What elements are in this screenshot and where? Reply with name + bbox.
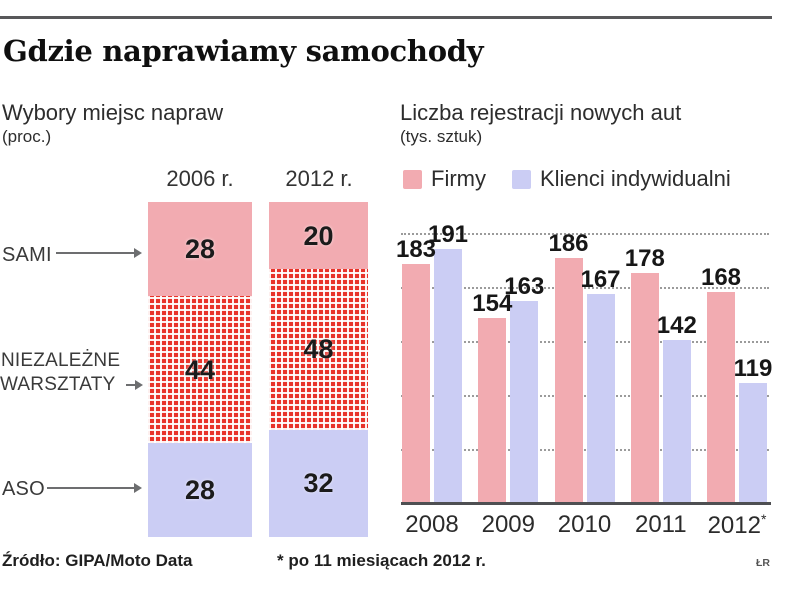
segment-value-sami: 28 bbox=[184, 233, 216, 264]
bar-firmy-2009 bbox=[478, 317, 507, 502]
x-axis-label-2008: 2008 bbox=[405, 511, 459, 538]
bar-firmy-2012 bbox=[707, 291, 735, 502]
gridline bbox=[401, 287, 769, 289]
gridline bbox=[401, 395, 769, 397]
bar-klienci-2012 bbox=[739, 383, 767, 502]
firmy-legend-swatch bbox=[403, 169, 422, 189]
segment-sami-2012 bbox=[269, 202, 368, 269]
row-label-warsztaty: WARSZTATY bbox=[0, 374, 116, 395]
warsztaty-arrow-icon bbox=[135, 380, 143, 390]
asterisk: * bbox=[760, 511, 767, 527]
bar-klienci-2009 bbox=[510, 301, 539, 502]
bar-value-klienci-2008: 191 bbox=[427, 221, 469, 248]
aso-arrow-icon bbox=[134, 483, 142, 493]
bar-firmy-2011 bbox=[630, 273, 659, 502]
left-chart-subtitle: (proc.) bbox=[2, 127, 52, 146]
column-header-2006: 2006 r. bbox=[166, 166, 234, 191]
bar-value-firmy-2010: 186 bbox=[548, 230, 589, 258]
segment-aso-2012 bbox=[269, 429, 368, 537]
gridline bbox=[401, 233, 769, 235]
klienci-legend-label: Klienci indywidualni bbox=[539, 166, 731, 191]
sami-arrow-icon bbox=[134, 248, 142, 258]
segment-warsztaty-2012 bbox=[269, 269, 368, 430]
gridline bbox=[401, 341, 769, 343]
bar-klienci-2010 bbox=[586, 293, 615, 502]
segment-sami-2006 bbox=[148, 202, 252, 296]
warsztaty-lead-line bbox=[126, 384, 136, 386]
aso-lead-line bbox=[47, 487, 135, 489]
row-label-aso: ASO bbox=[2, 478, 45, 500]
bar-firmy-2010 bbox=[554, 258, 583, 502]
firmy-legend-label: Firmy bbox=[431, 166, 486, 191]
segment-warsztaty-2006 bbox=[148, 295, 252, 444]
bar-klienci-2008 bbox=[434, 249, 462, 502]
sami-lead-line bbox=[56, 252, 135, 254]
klienci-legend-swatch bbox=[511, 169, 531, 189]
segment-value-warsztaty: 44 bbox=[184, 354, 216, 385]
x-axis-label-2012: 2012* bbox=[707, 511, 767, 539]
x-axis-baseline bbox=[401, 502, 771, 505]
bar-value-klienci-2011: 142 bbox=[656, 312, 697, 340]
left-chart-title: Wybory miejsc napraw bbox=[2, 100, 224, 125]
source-note: Źródło: GIPA/Moto Data bbox=[2, 551, 193, 570]
author-credit: ŁR bbox=[756, 557, 770, 569]
row-label-sami: SAMI bbox=[2, 244, 52, 266]
gridline bbox=[401, 449, 769, 451]
x-axis-label-2010: 2010 bbox=[557, 511, 612, 538]
bar-klienci-2011 bbox=[662, 340, 691, 502]
page-title: Gdzie naprawiamy samochody bbox=[3, 34, 484, 68]
x-axis-label-2011: 2011 bbox=[634, 511, 687, 538]
top-rule bbox=[0, 16, 772, 19]
bar-value-klienci-2012: 119 bbox=[733, 355, 773, 382]
bar-value-firmy-2008: 183 bbox=[395, 235, 437, 263]
x-axis-label-2009: 2009 bbox=[481, 511, 535, 538]
segment-value-aso: 32 bbox=[303, 468, 334, 499]
row-label-niezalezne: NIEZALEŻNE bbox=[1, 350, 121, 371]
legend: Firmy Klienci indywidualni bbox=[403, 166, 731, 192]
segment-value-aso: 28 bbox=[184, 475, 216, 506]
right-chart-title: Liczba rejestracji nowych aut bbox=[400, 100, 682, 125]
bar-value-firmy-2009: 154 bbox=[472, 289, 513, 317]
column-header-2012: 2012 r. bbox=[285, 166, 353, 191]
footnote: * po 11 miesiącach 2012 r. bbox=[277, 551, 486, 570]
segment-value-warsztaty: 48 bbox=[303, 334, 334, 365]
bar-firmy-2008 bbox=[402, 263, 430, 502]
right-chart-subtitle: (tys. sztuk) bbox=[400, 127, 483, 146]
segment-value-sami: 20 bbox=[303, 220, 334, 251]
bar-value-klienci-2010: 167 bbox=[580, 265, 621, 293]
bar-value-firmy-2011: 178 bbox=[624, 245, 665, 273]
bar-value-klienci-2009: 163 bbox=[504, 273, 545, 301]
bar-value-firmy-2012: 168 bbox=[700, 263, 742, 291]
segment-aso-2006 bbox=[148, 443, 252, 537]
